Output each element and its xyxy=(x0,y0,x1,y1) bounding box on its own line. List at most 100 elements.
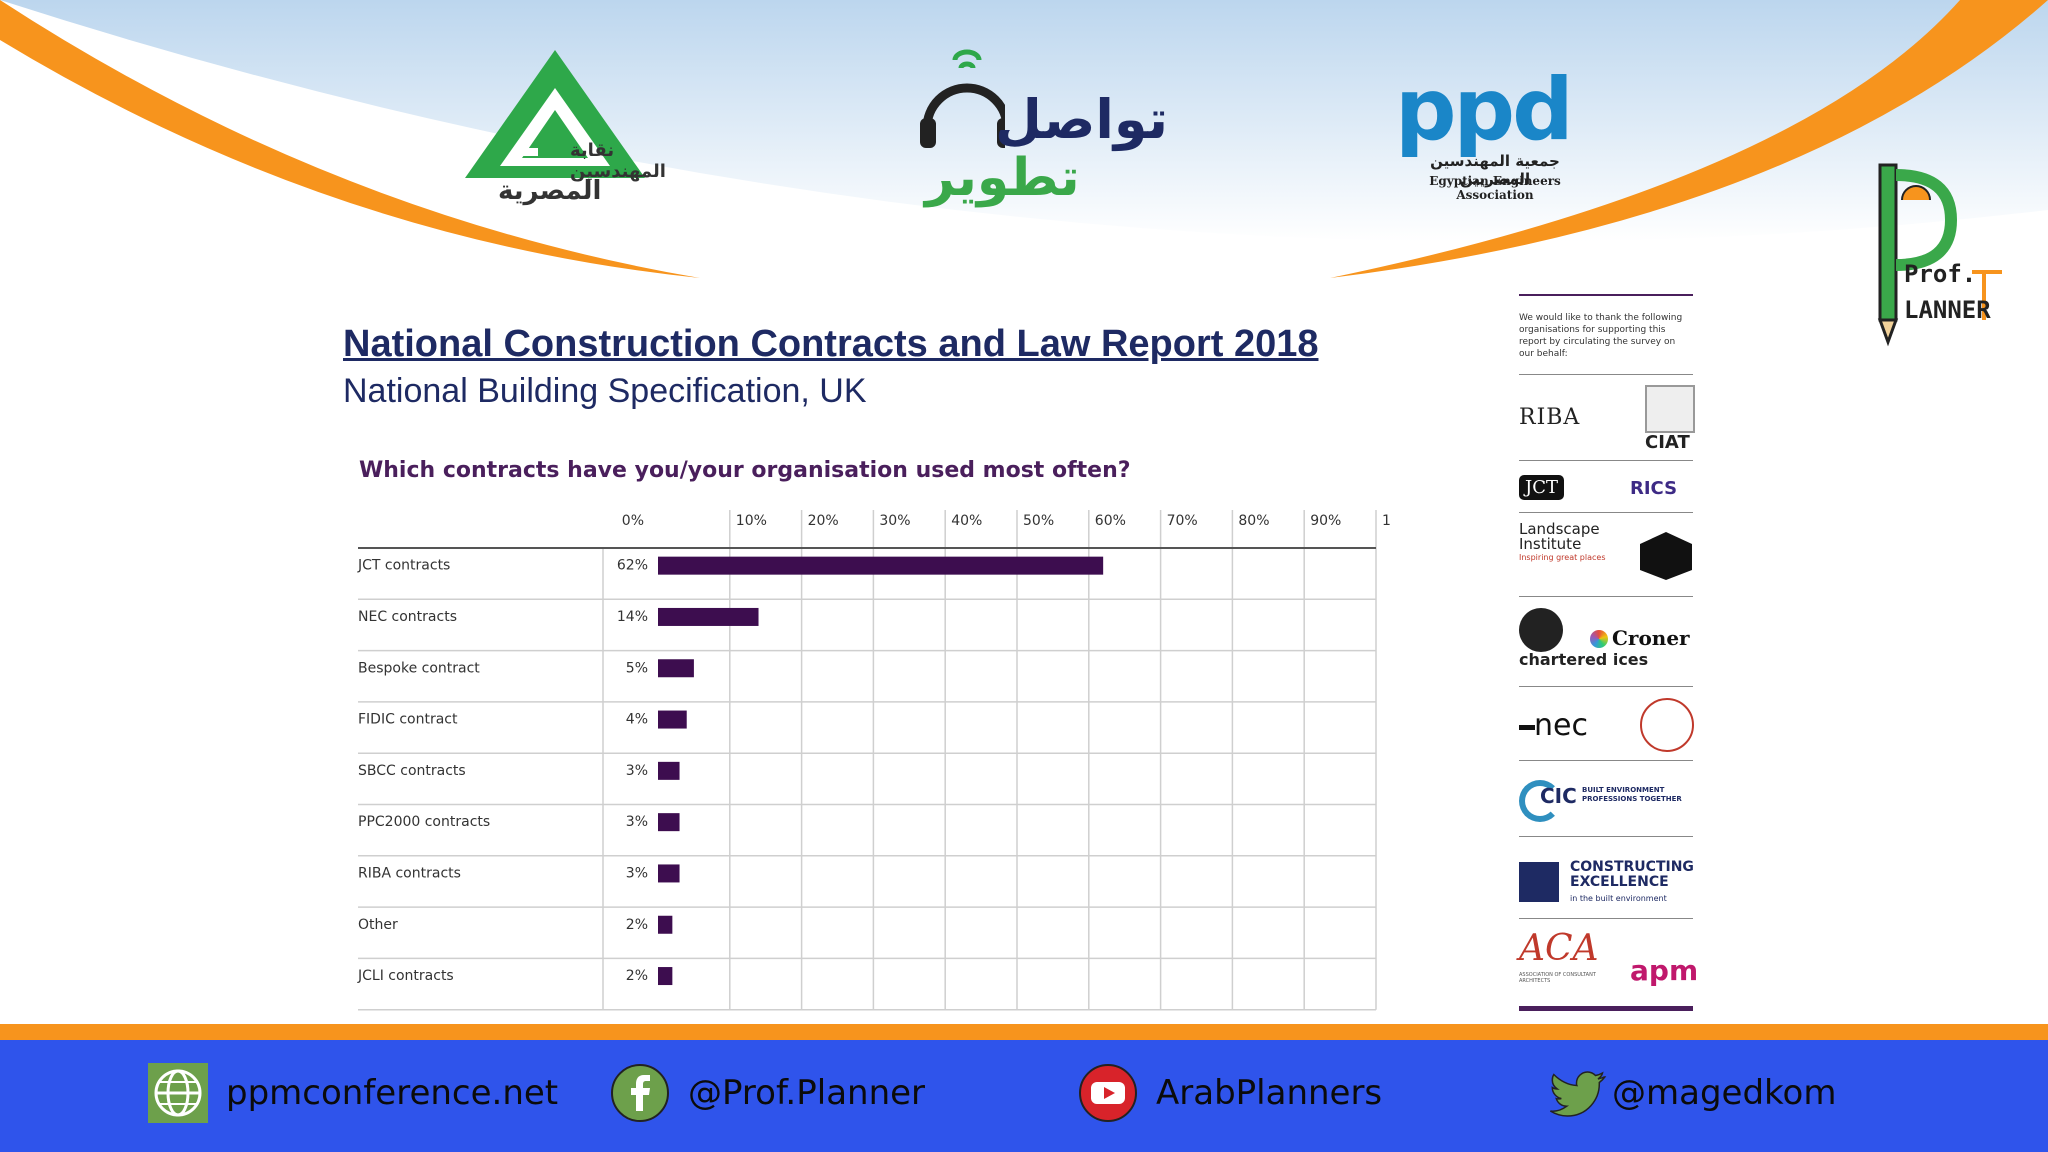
rics-logo: RICS xyxy=(1630,478,1678,499)
x-tick-label: 30% xyxy=(879,513,910,529)
ciat-logo: CIAT xyxy=(1645,432,1690,453)
riba-logo: RIBA xyxy=(1519,405,1581,430)
category-label: JCT contracts xyxy=(357,558,450,574)
youtube-icon xyxy=(1079,1064,1137,1122)
sponsor-rule-bottom xyxy=(1519,1006,1693,1011)
footer-twitter[interactable]: @magedkom xyxy=(1548,1058,1836,1128)
landscape-institute-logo: Landscape Institute xyxy=(1519,520,1600,553)
ce-square-icon xyxy=(1519,862,1559,902)
pencil-icon xyxy=(1877,163,2002,347)
website-link[interactable]: ppmconference.net xyxy=(226,1073,559,1113)
value-label: 5% xyxy=(626,660,648,676)
sponsor-divider xyxy=(1519,596,1693,597)
category-label: JCLI contracts xyxy=(357,968,454,984)
value-label: 2% xyxy=(626,917,648,933)
footer-accent-band xyxy=(0,1024,2048,1040)
bar xyxy=(658,710,687,729)
category-label: NEC contracts xyxy=(358,609,457,625)
chart-grid xyxy=(358,510,1377,1011)
tawasol-word: تواصل xyxy=(995,88,1169,151)
ppd-arabic: جمعية المهندسين المصريين xyxy=(1430,152,1560,188)
sponsor-intro: We would like to thank the following org… xyxy=(1519,313,1683,359)
tatweer-word: تطوير xyxy=(925,148,1080,208)
syndicate-name-line1: نقابة المهندسين xyxy=(570,140,666,182)
sponsor-divider xyxy=(1519,686,1693,687)
x-tick-label: 100% xyxy=(1382,513,1390,529)
bar xyxy=(658,967,673,986)
x-tick-label: 10% xyxy=(736,513,767,529)
bar xyxy=(658,761,680,780)
x-tick-label: 20% xyxy=(808,513,839,529)
footer-website[interactable]: ppmconference.net xyxy=(148,1058,558,1128)
aca-tagline: ASSOCIATION OF CONSULTANT ARCHITECTS xyxy=(1519,972,1596,984)
ppd-mark: ppd xyxy=(1395,60,1574,160)
facebook-handle[interactable]: @Prof.Planner xyxy=(688,1073,926,1113)
value-label: 14% xyxy=(617,609,648,625)
facebook-icon xyxy=(611,1064,669,1122)
ciat-crest-icon xyxy=(1645,385,1695,433)
sponsor-divider xyxy=(1519,760,1693,761)
prof-word: Prof. xyxy=(1904,260,1977,288)
nec-dash-icon xyxy=(1519,725,1535,730)
value-label: 3% xyxy=(626,763,648,779)
croner-logo: Croner xyxy=(1612,626,1690,650)
category-label: FIDIC contract xyxy=(358,712,458,728)
lanner-word: LANNER xyxy=(1904,296,1991,324)
category-label: RIBA contracts xyxy=(358,865,461,881)
syndicate-triangle-icon xyxy=(465,50,645,178)
bar xyxy=(658,813,680,832)
category-label: PPC2000 contracts xyxy=(358,814,490,830)
x-tick-label: 0% xyxy=(622,513,644,529)
chart-question: Which contracts have you/your organisati… xyxy=(359,458,1131,483)
bar-chart: 0% 10% 20% 30% 40% 50% 60% 70% 80% 90% 100% JCT co… xyxy=(357,510,1390,1011)
footer-facebook[interactable]: @Prof.Planner xyxy=(610,1058,925,1128)
x-tick-label: 80% xyxy=(1238,513,1269,529)
syndicate-name-line2: المصرية xyxy=(498,176,602,206)
x-tick-label: 70% xyxy=(1167,513,1198,529)
tawasol-tatweer-logo: تواصل تطوير xyxy=(915,48,1168,218)
chart-value-labels: 62% 14% 5% 4% 3% 3% 3% 2% 2% xyxy=(617,558,648,984)
ices-logo: chartered ices xyxy=(1519,650,1649,669)
ppd-logo: ppd جمعية المهندسين المصريين Egyptian En… xyxy=(1395,60,1595,202)
cic-logo: CIC xyxy=(1540,784,1577,808)
ce-logo: CONSTRUCTING EXCELLENCE xyxy=(1570,859,1694,890)
landscape-tagline: Inspiring great places xyxy=(1519,553,1606,562)
category-label: Other xyxy=(358,917,398,933)
jct-logo: JCT xyxy=(1519,475,1564,500)
cic-tagline: BUILT ENVIRONMENT PROFESSIONS TOGETHER xyxy=(1582,786,1682,803)
sponsor-rule-top xyxy=(1519,294,1693,296)
page-subtitle: National Building Specification, UK xyxy=(343,372,867,410)
twitter-bird-icon xyxy=(1549,1071,1607,1117)
nec-logo: nec xyxy=(1534,708,1588,743)
sponsor-divider xyxy=(1519,836,1693,837)
value-label: 3% xyxy=(626,865,648,881)
scl-seal-icon xyxy=(1640,698,1694,752)
value-label: 4% xyxy=(626,712,648,728)
x-tick-label: 50% xyxy=(1023,513,1054,529)
footer-youtube[interactable]: ArabPlanners xyxy=(1078,1058,1382,1128)
sponsor-divider xyxy=(1519,374,1693,375)
bar xyxy=(658,864,680,883)
chart-bars xyxy=(658,556,1104,986)
x-tick-label: 40% xyxy=(951,513,982,529)
bar xyxy=(658,659,694,678)
footer-bar xyxy=(0,1040,2048,1152)
x-tick-label: 90% xyxy=(1310,513,1341,529)
value-label: 62% xyxy=(617,558,648,574)
x-tick-label: 60% xyxy=(1095,513,1126,529)
biid-cube-icon xyxy=(1640,532,1692,580)
globe-icon xyxy=(148,1063,208,1123)
sponsor-panel: We would like to thank the following org… xyxy=(1500,290,1708,1025)
bar xyxy=(658,556,1104,575)
ce-tagline: in the built environment xyxy=(1570,894,1667,903)
twitter-handle[interactable]: @magedkom xyxy=(1612,1073,1837,1113)
prof-planner-logo: Prof. LANNER xyxy=(1872,160,2022,350)
ppd-english: Egyptian Engineers Association xyxy=(1429,174,1561,202)
category-label: Bespoke contract xyxy=(358,660,480,676)
youtube-channel[interactable]: ArabPlanners xyxy=(1156,1073,1383,1113)
page-title: National Construction Contracts and Law … xyxy=(343,323,1319,365)
sponsor-divider xyxy=(1519,460,1693,461)
ices-icon xyxy=(1519,608,1563,652)
chart-categories: JCT contracts NEC contracts Bespoke contra… xyxy=(357,558,490,984)
